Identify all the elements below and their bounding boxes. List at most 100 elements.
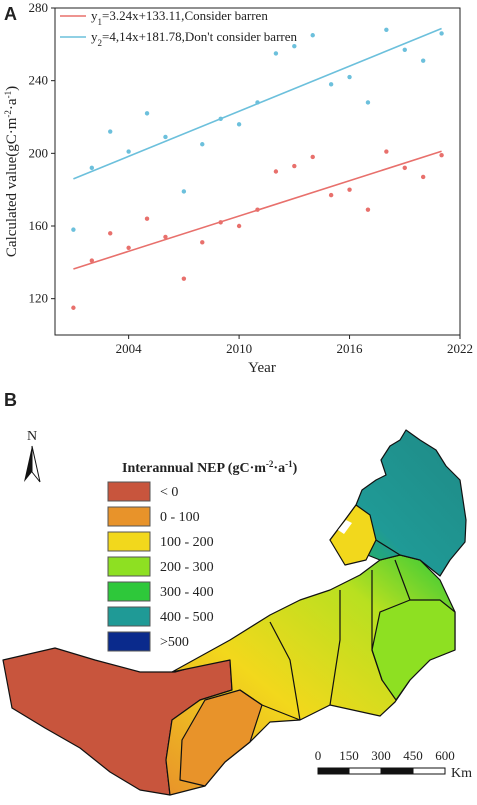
point (108, 129, 113, 134)
point (420, 58, 426, 63)
border (375, 539, 401, 556)
point (310, 33, 315, 38)
legend-label: 200 - 300 (160, 560, 214, 575)
point (126, 245, 131, 250)
point (200, 142, 205, 147)
point (71, 305, 76, 310)
x-tick-label: 2010 (226, 341, 252, 356)
point (328, 192, 334, 198)
text-part: ) (293, 461, 298, 476)
point (402, 47, 407, 52)
legend-title: Interannual NEP (gC·m-2·a-1) (122, 459, 298, 476)
point (273, 169, 279, 174)
legend-swatch (107, 506, 151, 527)
y-tick-label: 200 (29, 145, 49, 160)
legend-label: y2=4,14x+181.78,Don't consider barren (91, 29, 298, 48)
text-part: ·a (4, 98, 20, 110)
subscript: 1 (98, 17, 103, 27)
text-part: y (91, 8, 98, 23)
text-part: Consider barren (184, 8, 268, 23)
text-part: Interannual NEP (gC·m (122, 461, 266, 476)
point (365, 207, 371, 212)
scale-label: 0 (315, 748, 322, 763)
scale-unit: Km (451, 766, 472, 781)
superscript: -1 (3, 91, 13, 99)
point (126, 149, 131, 154)
superscript: -1 (285, 459, 293, 469)
point (163, 134, 168, 140)
superscript: -2 (266, 459, 274, 469)
y-tick-label: 240 (29, 73, 49, 88)
x-tick-label: 2022 (447, 341, 473, 356)
border (371, 570, 383, 681)
point (181, 276, 187, 281)
border (394, 559, 411, 601)
border (239, 689, 301, 721)
legend-swatch (107, 531, 151, 552)
panel-label: A (4, 4, 17, 24)
point (163, 234, 168, 240)
scale-label: 150 (339, 748, 359, 763)
legend-label: < 0 (160, 485, 178, 500)
point (384, 27, 389, 32)
text-part: =4,14x+181.78, (102, 29, 185, 44)
text-part: ·a (273, 461, 285, 476)
subscript: 2 (98, 38, 103, 48)
legend-swatch (107, 631, 151, 652)
superscript: -2 (3, 110, 13, 118)
point (108, 231, 113, 236)
y-tick-label: 280 (29, 0, 49, 15)
point (255, 100, 260, 105)
legend-label: y1=3.24x+133.11,Consider barren (91, 8, 268, 27)
point (236, 122, 242, 127)
legend-swatch (107, 581, 151, 602)
region (338, 520, 352, 534)
map (2, 429, 467, 796)
point (144, 216, 150, 221)
legend-label: 400 - 500 (160, 610, 214, 625)
point (365, 100, 371, 105)
point (218, 220, 223, 225)
scale-label: 450 (403, 748, 423, 763)
plot-frame (54, 7, 461, 336)
scale-label: 300 (371, 748, 391, 763)
legend-label: 0 - 100 (160, 510, 200, 525)
point (200, 240, 205, 245)
text-part: ) (4, 86, 20, 91)
point (236, 223, 242, 229)
text-part: Don't consider barren (185, 29, 298, 44)
y-axis-label: Calculated value(gC·m-2·a-1) (3, 86, 20, 257)
point (292, 43, 297, 49)
border (269, 621, 301, 721)
point (292, 163, 297, 169)
north-label: N (27, 429, 37, 444)
text-part: =3.24x+133.11, (102, 8, 184, 23)
point (420, 174, 426, 180)
legend-swatch (107, 481, 151, 502)
legend-label: 100 - 200 (160, 535, 214, 550)
region (329, 504, 377, 566)
legend-swatch (107, 556, 151, 577)
border (329, 590, 341, 706)
point (273, 51, 279, 56)
scale-bar (317, 767, 446, 775)
scale-label: 600 (435, 748, 455, 763)
point (402, 165, 407, 171)
point (181, 189, 187, 194)
point (384, 149, 389, 154)
point (310, 154, 315, 160)
point (89, 258, 95, 263)
panel-label: B (4, 390, 17, 410)
point (439, 31, 444, 36)
y-tick-label: 160 (29, 218, 49, 233)
point (144, 111, 150, 116)
point (347, 74, 352, 80)
point (71, 227, 76, 232)
y-tick-label: 120 (29, 291, 49, 306)
point (89, 165, 95, 171)
text-part: Calculated value(gC·m (4, 117, 20, 257)
point (218, 116, 223, 122)
x-tick-label: 2004 (116, 341, 143, 356)
point (439, 152, 444, 158)
